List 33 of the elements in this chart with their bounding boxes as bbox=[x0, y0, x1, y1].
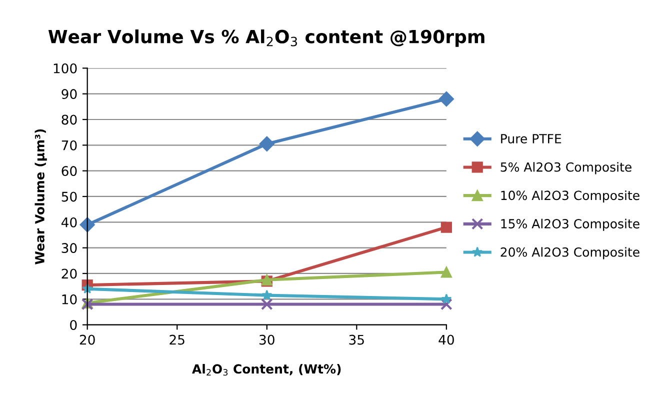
y-tick-label: 10 bbox=[62, 294, 77, 304]
point bbox=[441, 294, 452, 304]
y-tick-label: 80 bbox=[62, 114, 77, 125]
y-tick-label: 0 bbox=[70, 320, 77, 330]
legend-label: 10% Al2O3 Composite bbox=[501, 190, 640, 203]
point bbox=[262, 290, 272, 300]
y-tick-label: 40 bbox=[61, 217, 77, 228]
x-tick-label: 40 bbox=[438, 334, 454, 345]
point bbox=[440, 298, 452, 310]
x-tick-label: 20 bbox=[80, 334, 95, 345]
y-tick-label: 70 bbox=[62, 140, 77, 150]
point bbox=[440, 222, 452, 233]
chart-title: Wear Volume Vs % Al$_{2}$O$_{3}$ content @190rpm bbox=[48, 29, 484, 47]
y-tick-label: 50 bbox=[62, 192, 77, 202]
x-tick-label: 35 bbox=[349, 334, 364, 345]
point bbox=[440, 266, 452, 278]
y-tick-label: 90 bbox=[62, 89, 77, 100]
point bbox=[259, 136, 274, 152]
legend-label: 15% Al2O3 Composite bbox=[501, 218, 640, 231]
point bbox=[260, 298, 273, 310]
point bbox=[438, 91, 454, 107]
legend-label: 20% Al2O3 Composite bbox=[500, 247, 640, 260]
point bbox=[80, 217, 95, 232]
legend-label: 5% Al2O3 Composite bbox=[500, 162, 632, 174]
y-tick-label: 20 bbox=[62, 268, 77, 279]
y-tick-label: 100 bbox=[54, 63, 77, 74]
x-tick-label: 30 bbox=[260, 334, 274, 345]
x-axis-title: Al$_{2}$O$_{3}$ Content, (Wt%) bbox=[192, 364, 341, 376]
x-tick-label: 25 bbox=[170, 334, 184, 345]
y-tick-label: 30 bbox=[62, 243, 77, 254]
y-axis-title: Wear Volume (µm³) bbox=[34, 129, 47, 264]
legend-label: Pure PTFE bbox=[501, 134, 562, 144]
y-tick-label: 60 bbox=[62, 166, 77, 176]
